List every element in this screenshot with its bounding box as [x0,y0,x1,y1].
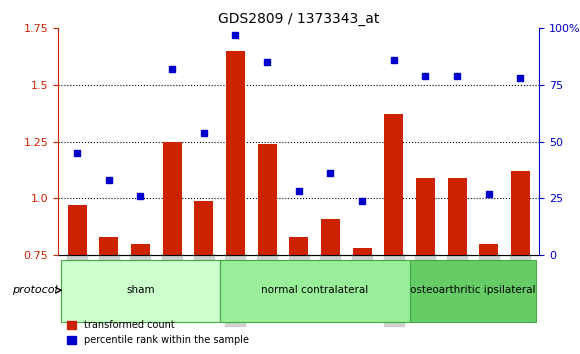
Point [452,73,462,79]
Bar [416,178,435,354]
Point [168,66,177,72]
Text: protocol: protocol [12,285,57,295]
Point [357,198,367,203]
Point [136,193,145,199]
Legend: transformed count, percentile rank within the sample: transformed count, percentile rank withi… [63,316,253,349]
Point [199,130,208,135]
FancyBboxPatch shape [61,260,219,322]
FancyBboxPatch shape [409,260,536,322]
Point [484,191,494,196]
Text: sham: sham [126,285,155,295]
Text: osteoarthritic ipsilateral: osteoarthritic ipsilateral [410,285,536,295]
Bar [99,237,118,354]
Bar [162,142,182,354]
Bar [448,178,466,354]
Bar [67,205,86,354]
Bar [321,219,340,354]
Point [294,189,303,194]
Point [516,75,525,81]
Bar [194,200,213,354]
Point [262,59,271,65]
Bar [289,237,308,354]
Point [72,150,82,156]
Bar [226,51,245,354]
Bar [131,244,150,354]
Point [326,171,335,176]
Bar [258,144,277,354]
Bar [479,244,498,354]
Point [420,73,430,79]
FancyBboxPatch shape [219,260,409,322]
Bar [384,114,403,354]
Bar [353,248,372,354]
Title: GDS2809 / 1373343_at: GDS2809 / 1373343_at [218,12,379,26]
Point [231,32,240,38]
Bar [511,171,530,354]
Point [389,57,398,63]
Point [104,177,113,183]
Text: normal contralateral: normal contralateral [261,285,368,295]
